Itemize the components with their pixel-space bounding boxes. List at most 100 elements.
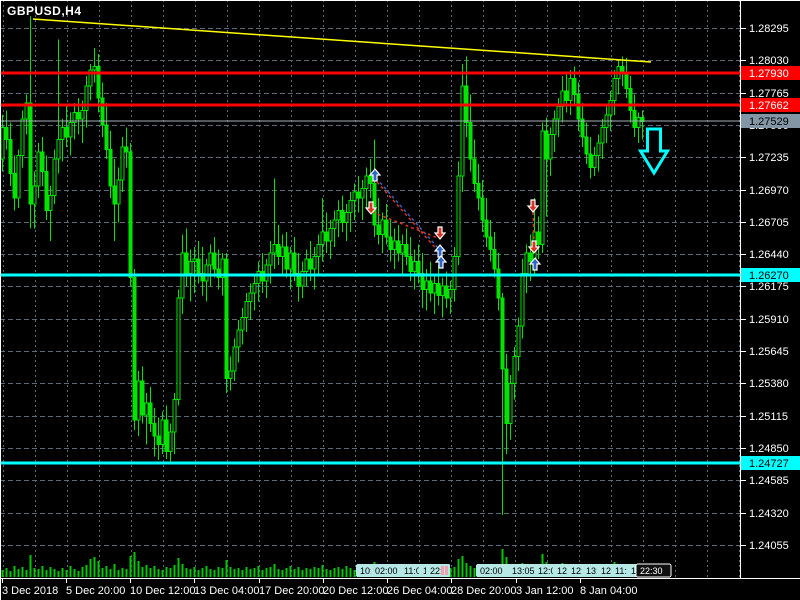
candle-body	[468, 121, 473, 160]
candle-body	[496, 268, 501, 299]
event-chip-label[interactable]: 13:0	[586, 566, 604, 576]
candle-body	[124, 146, 129, 153]
candle-body	[500, 297, 505, 370]
candle-body	[96, 65, 101, 99]
price-tick-label: 1.24320	[749, 508, 789, 520]
candle-body	[480, 197, 485, 221]
candle-body	[364, 175, 369, 189]
candle-body	[100, 97, 105, 126]
down-arrow-icon[interactable]	[637, 127, 671, 176]
candle-body	[404, 243, 409, 258]
event-chip-label[interactable]: 1	[423, 566, 428, 576]
event-chip-label[interactable]: 11:0	[404, 566, 421, 576]
candle-body	[600, 126, 605, 144]
event-chip-label[interactable]: 02:00	[375, 566, 398, 576]
sell-arrow-marker[interactable]	[527, 240, 541, 254]
candle-body	[476, 182, 481, 199]
sell-signal-arrow-icon[interactable]	[637, 127, 671, 176]
candle-body	[528, 252, 533, 262]
trade-line[interactable]	[532, 211, 535, 241]
trendline[interactable]	[32, 18, 652, 63]
horizontal-level-lines[interactable]	[0, 71, 740, 465]
price-tick-label: 1.26970	[749, 185, 789, 197]
volume-bar	[457, 559, 460, 577]
sell-arrow-marker[interactable]	[364, 201, 378, 215]
volume-bar	[157, 569, 160, 577]
candle-body	[140, 380, 145, 416]
event-chip-label[interactable]: 22:30	[640, 566, 663, 576]
candle-body	[84, 85, 89, 111]
candle-body	[412, 260, 417, 272]
price-tick-label: 1.27765	[749, 88, 789, 100]
volume-bar	[301, 570, 304, 577]
buy-arrow-marker[interactable]	[434, 255, 448, 269]
sell-arrow-marker[interactable]	[433, 226, 447, 240]
candle-body	[508, 382, 513, 425]
candle-body	[144, 402, 149, 416]
volume-bar	[229, 567, 232, 577]
candle-body	[224, 258, 229, 380]
event-chip-label[interactable]: 12:0	[571, 566, 589, 576]
event-chip[interactable]	[476, 564, 511, 577]
sell-arrow-marker[interactable]	[526, 199, 540, 213]
volume-bar	[145, 565, 148, 577]
event-chip-label[interactable]: 02:00	[480, 566, 503, 576]
price-badge	[741, 114, 800, 128]
event-chip[interactable]	[371, 564, 406, 577]
volume-bar	[225, 560, 228, 577]
price-badge-label: 1.24727	[749, 458, 789, 470]
event-time-chips[interactable]: 10: 02:00 11:0 1 22: 02:00 13:05 12:0 12 12:013:0…	[356, 563, 672, 578]
candle-body	[556, 106, 561, 120]
candle-body	[308, 258, 313, 270]
candle-body	[264, 264, 269, 282]
event-chip-label[interactable]: 12:0	[538, 566, 556, 576]
volume-bar	[277, 569, 280, 577]
trade-connector-lines[interactable]	[371, 177, 535, 253]
event-mark[interactable]	[445, 566, 448, 575]
volume-bar	[189, 569, 192, 577]
candle-body	[376, 224, 381, 236]
event-chip[interactable]	[635, 563, 672, 578]
volume-bar	[333, 568, 336, 577]
candle-body	[488, 236, 493, 250]
candle-body	[608, 100, 613, 116]
time-tick-label: 10 Dec 12:00	[130, 585, 195, 597]
event-chip-label[interactable]: 10:	[360, 566, 373, 576]
candle-body	[252, 282, 257, 294]
buy-arrow-marker[interactable]	[368, 168, 382, 182]
volume-bar	[237, 568, 240, 577]
event-chip-label[interactable]: 11:0	[615, 566, 632, 576]
candle-body	[340, 209, 345, 223]
candle-body	[56, 139, 61, 160]
event-chip[interactable]	[426, 564, 451, 577]
candle-body	[316, 243, 321, 258]
price-tick-label: 1.25645	[749, 346, 789, 358]
volume-bar	[1, 570, 4, 577]
candle-body	[564, 90, 569, 102]
event-chip-label[interactable]: 13:05	[512, 566, 535, 576]
trade-arrow-markers[interactable]	[364, 168, 542, 271]
candle-body	[48, 195, 53, 211]
price-badge-label: 1.27529	[749, 116, 789, 128]
candle-body	[444, 285, 449, 299]
candle-body	[456, 175, 461, 258]
event-chip-label[interactable]: 22:	[430, 566, 443, 576]
candle-body	[148, 402, 153, 425]
volume-bar	[85, 565, 88, 577]
candle-body	[400, 243, 405, 254]
candle-body	[256, 270, 261, 284]
volume-bar	[501, 549, 504, 577]
event-mark[interactable]	[441, 566, 444, 575]
buy-arrow-marker[interactable]	[528, 257, 542, 271]
candle-body	[516, 325, 521, 358]
candle-body	[548, 134, 553, 160]
candle-body	[92, 65, 97, 71]
volume-bar	[25, 570, 28, 577]
event-chip-label[interactable]: 12:0	[601, 566, 619, 576]
event-chip-label[interactable]: 12	[557, 566, 567, 576]
volume-bar	[449, 568, 452, 577]
volume-bar	[81, 567, 84, 577]
descending-trendline[interactable]	[32, 18, 652, 63]
